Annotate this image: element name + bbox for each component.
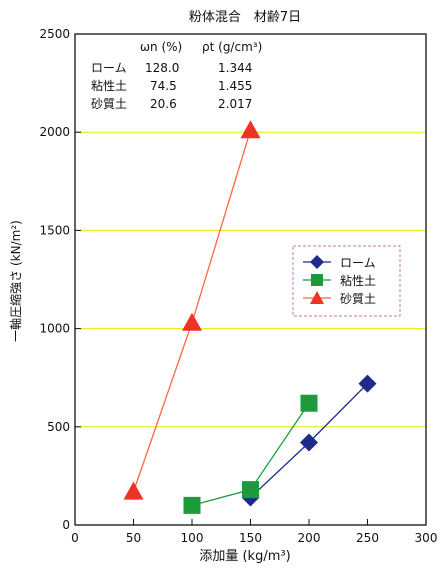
- table-row-clay-rho: 1.455: [218, 79, 252, 93]
- legend-label-sand: 砂質土: [340, 291, 376, 306]
- legend-label-clay: 粘性土: [340, 273, 376, 288]
- x-tick-label-250: 250: [356, 531, 379, 545]
- x-tick-label-200: 200: [298, 531, 321, 545]
- data-point-loam-200: [300, 433, 318, 452]
- table-row-sand-rho: 2.017: [218, 97, 252, 111]
- table-row-clay-name: 粘性土: [91, 78, 127, 93]
- legend-marker-clay: [311, 274, 323, 286]
- x-tick-label-300: 300: [415, 531, 438, 545]
- table-row-sand-wn: 20.6: [150, 97, 177, 111]
- y-tick-label-2500: 2500: [39, 27, 70, 41]
- table-row-clay-wn: 74.5: [150, 79, 177, 93]
- series-layer: [123, 120, 377, 514]
- legend-label-loam: ローム: [340, 256, 376, 270]
- data-point-clay-100: [183, 496, 201, 514]
- y-tick-label-1000: 1000: [39, 322, 70, 336]
- table-row-loam-rho: 1.344: [218, 61, 252, 75]
- data-point-sand-50: [123, 481, 144, 500]
- series-line-sand: [132, 130, 252, 492]
- legend-marker-sand: [310, 291, 324, 304]
- chart-title: 粉体混合 材齢7日: [189, 10, 301, 25]
- x-tick-label-150: 150: [239, 531, 262, 545]
- data-point-clay-150: [242, 481, 259, 499]
- y-tick-label-0: 0: [62, 518, 70, 532]
- data-point-sand-100: [182, 312, 202, 331]
- properties-table: ωn (%) ρt (g/cm³) ローム 128.0 1.344 粘性土 74…: [91, 40, 262, 111]
- table-row-loam-wn: 128.0: [145, 61, 179, 75]
- data-point-clay-200: [300, 394, 318, 412]
- x-tick-label-0: 0: [71, 531, 79, 545]
- y-tick-label-2000: 2000: [39, 125, 70, 139]
- legend: ローム 粘性土 砂質土: [292, 245, 401, 317]
- y-tick-label-500: 500: [47, 420, 70, 434]
- x-tick-label-50: 50: [126, 531, 141, 545]
- legend-marker-loam: [310, 255, 324, 269]
- y-tick-label-1500: 1500: [39, 223, 70, 237]
- table-header-density: ρt (g/cm³): [202, 40, 262, 54]
- data-point-loam-250: [358, 374, 377, 393]
- y-axis-label: 一軸圧縮強さ (kN/m²): [8, 220, 23, 342]
- x-axis-label: 添加量 (kg/m³): [199, 549, 290, 564]
- axis-ticks: 0 500 1000 1500 2000 2500 0 50 100 150 200 250 300: [39, 27, 437, 545]
- table-header-water-content: ωn (%): [140, 40, 182, 54]
- table-row-loam-name: ローム: [91, 61, 127, 75]
- legend-box: [292, 245, 401, 317]
- data-point-sand-150: [240, 120, 261, 139]
- table-row-sand-name: 砂質土: [91, 96, 127, 111]
- x-tick-label-100: 100: [181, 531, 204, 545]
